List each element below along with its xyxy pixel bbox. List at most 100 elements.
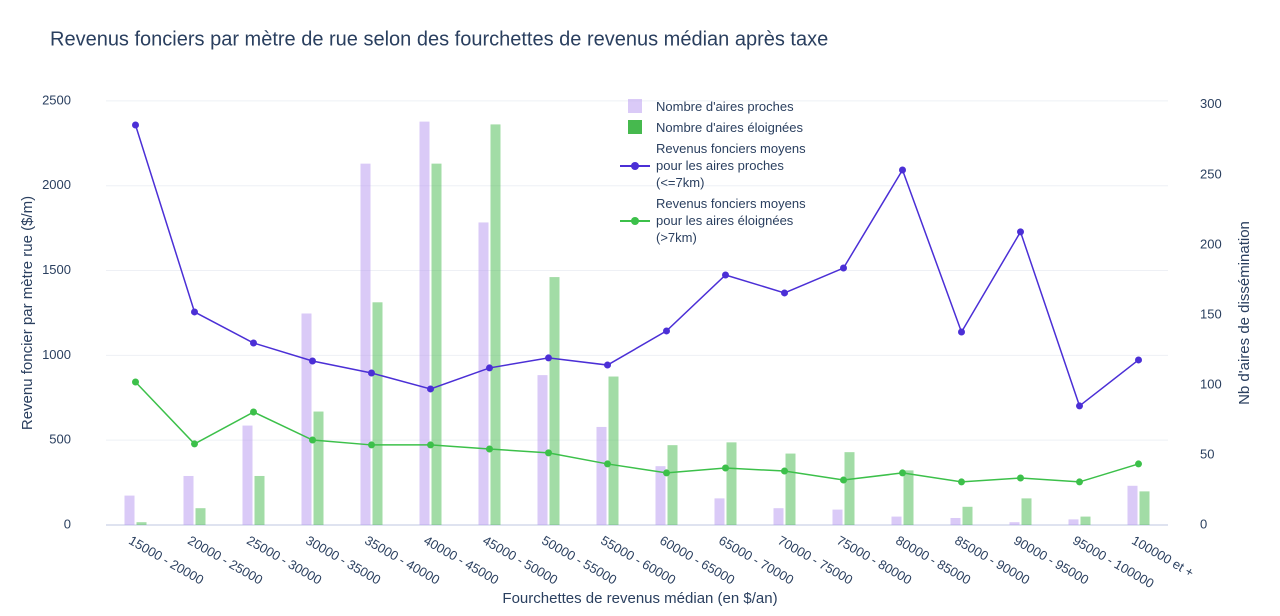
legend-symbol [620,98,656,115]
point [1135,460,1142,468]
bar [419,121,430,526]
y2-tick-label: 300 [1200,96,1222,111]
point [132,378,139,386]
bar [1068,519,1079,525]
bar [1139,491,1150,525]
legend-label: Nombre d'aires éloignées [656,120,804,135]
bar [608,376,619,525]
point [250,339,257,347]
bar [714,498,725,525]
bar [726,442,737,525]
bar [655,466,666,525]
bar [183,475,194,525]
y-tick-label: 500 [49,432,71,447]
bar [950,517,961,525]
bar [490,124,501,525]
y2-tick-label: 100 [1200,376,1222,391]
legend-symbol [620,195,656,225]
point [1017,228,1024,236]
bar [242,425,253,525]
y-tick-label: 2500 [42,92,71,107]
bar [478,222,489,525]
point [663,327,670,335]
point [840,476,847,484]
point [309,436,316,444]
point [722,464,729,472]
y-tick-label: 2000 [42,177,71,192]
point [368,369,375,377]
bar [313,411,324,525]
bar [1009,522,1020,525]
legend-symbol [620,140,656,170]
y2-tick-label: 150 [1200,306,1222,321]
point [604,361,611,369]
bar [844,452,855,525]
bar [1080,516,1091,525]
bar [360,163,371,525]
point [309,357,316,365]
legend-label: Revenus fonciers moyens pour les aires é… [656,196,806,245]
y-tick-label: 1000 [42,347,71,362]
bar [891,516,902,525]
y2-axis-title: Nb d'aires de dissémination [1236,221,1253,405]
legend-label: Nombre d'aires proches [656,99,794,114]
point [191,308,198,316]
point [722,271,729,279]
bar [372,302,383,525]
point [250,408,257,416]
point [899,166,906,174]
point [545,354,552,362]
line [134,381,1139,483]
point [1076,402,1083,410]
point [191,440,198,448]
bar [832,509,843,525]
bar [596,426,607,525]
x-axis-title: Fourchettes de revenus médian (en $/an) [502,590,777,607]
bar [667,445,678,525]
point [958,478,965,486]
legend-label: Revenus fonciers moyens pour les aires p… [656,141,806,190]
legend-item[interactable]: Nombre d'aires éloignées [620,119,806,136]
chart-title: Revenus fonciers par mètre de rue selon … [50,28,828,50]
point [486,364,493,372]
point [1076,478,1083,486]
point [427,441,434,449]
point [1135,356,1142,364]
legend: Nombre d'aires proches Nombre d'aires élo… [620,98,806,250]
line [134,124,1139,408]
y-tick-label: 0 [64,516,71,531]
bar [549,277,560,525]
bar [903,470,914,525]
bar [962,506,973,525]
bar [1021,498,1032,525]
point [132,121,139,129]
point [958,328,965,336]
point [663,469,670,477]
y-tick-label: 1500 [42,262,71,277]
bar [136,522,147,525]
bar [773,508,784,525]
point [781,289,788,297]
point [368,441,375,449]
bar [254,475,265,525]
bar [124,495,135,525]
point [781,467,788,475]
bar [785,453,796,525]
point [427,385,434,393]
y-axis-title: Revenu foncier par mètre rue ($/m) [19,196,36,430]
point [545,449,552,457]
legend-item[interactable]: Revenus fonciers moyens pour les aires p… [620,140,806,191]
point [486,445,493,453]
point [899,469,906,477]
bar [431,163,442,525]
y2-tick-label: 50 [1200,446,1214,461]
legend-item[interactable]: Revenus fonciers moyens pour les aires é… [620,195,806,246]
y2-tick-label: 250 [1200,166,1222,181]
legend-item[interactable]: Nombre d'aires proches [620,98,806,115]
point [1017,474,1024,482]
legend-symbol [620,119,656,136]
point [840,264,847,272]
point [604,460,611,468]
